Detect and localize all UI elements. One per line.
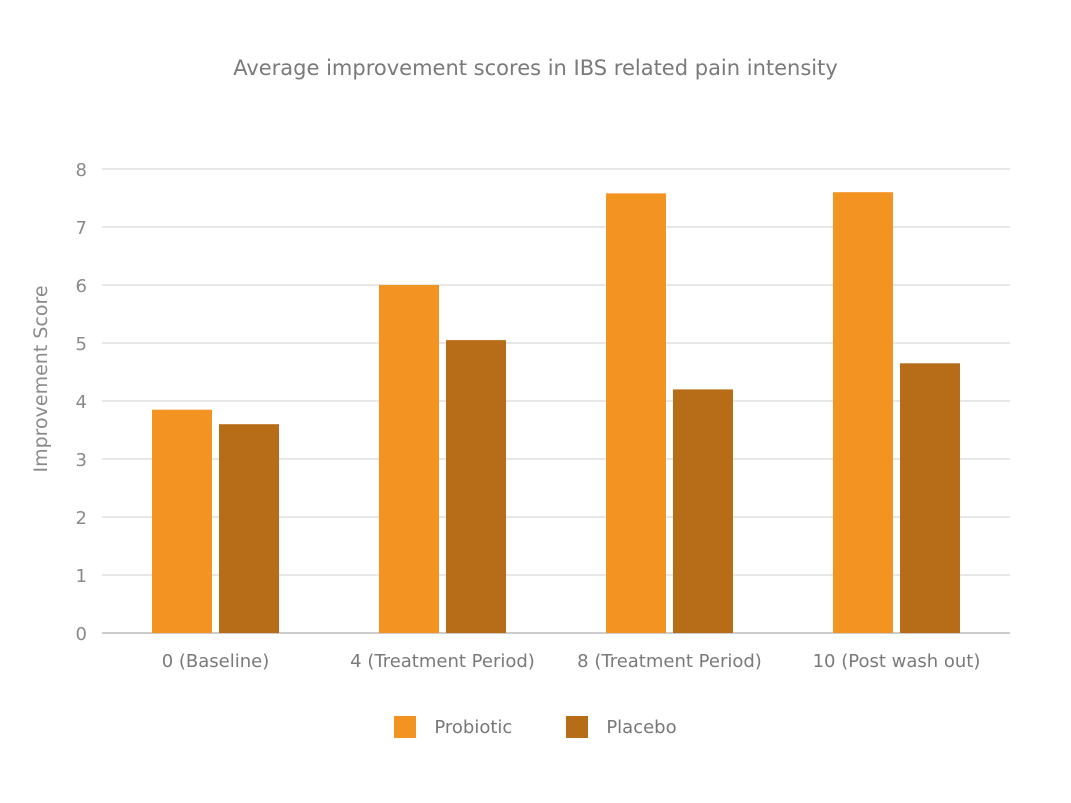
x-tick-label: 4 (Treatment Period) <box>350 651 535 672</box>
bar-placebo <box>900 363 960 633</box>
y-tick-label: 1 <box>76 566 87 587</box>
bar-probiotic <box>606 193 666 634</box>
x-tick-label: 10 (Post wash out) <box>813 651 981 672</box>
y-tick-label: 3 <box>76 450 87 471</box>
y-tick-label: 5 <box>76 334 87 355</box>
bar-probiotic <box>152 409 212 633</box>
x-tick-label: 0 (Baseline) <box>162 651 270 672</box>
y-tick-label: 7 <box>76 218 87 239</box>
legend-swatch-placebo <box>566 716 589 738</box>
x-tick-labels: 0 (Baseline) 4 (Treatment Period) 8 (Treat… <box>162 651 981 672</box>
y-tick-label: 6 <box>76 276 87 297</box>
bars <box>152 192 960 634</box>
bar-probiotic <box>379 285 439 633</box>
legend-label-probiotic: Probiotic <box>434 716 513 738</box>
legend-item-probiotic: Probiotic <box>394 716 512 738</box>
bar-placebo <box>446 340 506 633</box>
y-tick-label: 4 <box>76 392 87 413</box>
y-axis-label: Improvement Score <box>30 285 52 472</box>
chart-title: Average improvement scores in IBS relate… <box>233 56 838 80</box>
y-tick-label: 2 <box>76 508 87 529</box>
legend: Probiotic Placebo <box>0 716 1071 738</box>
legend-swatch-probiotic <box>394 716 417 738</box>
y-tick-label: 8 <box>76 160 87 181</box>
bar-placebo <box>219 424 279 633</box>
legend-item-placebo: Placebo <box>566 716 677 738</box>
y-tick-labels: 0 1 2 3 4 5 6 7 8 <box>76 160 87 645</box>
legend-label-placebo: Placebo <box>606 716 677 738</box>
x-tick-label: 8 (Treatment Period) <box>577 651 762 672</box>
y-tick-label: 0 <box>76 624 87 645</box>
bar-placebo <box>673 389 733 633</box>
bar-probiotic <box>833 192 893 633</box>
